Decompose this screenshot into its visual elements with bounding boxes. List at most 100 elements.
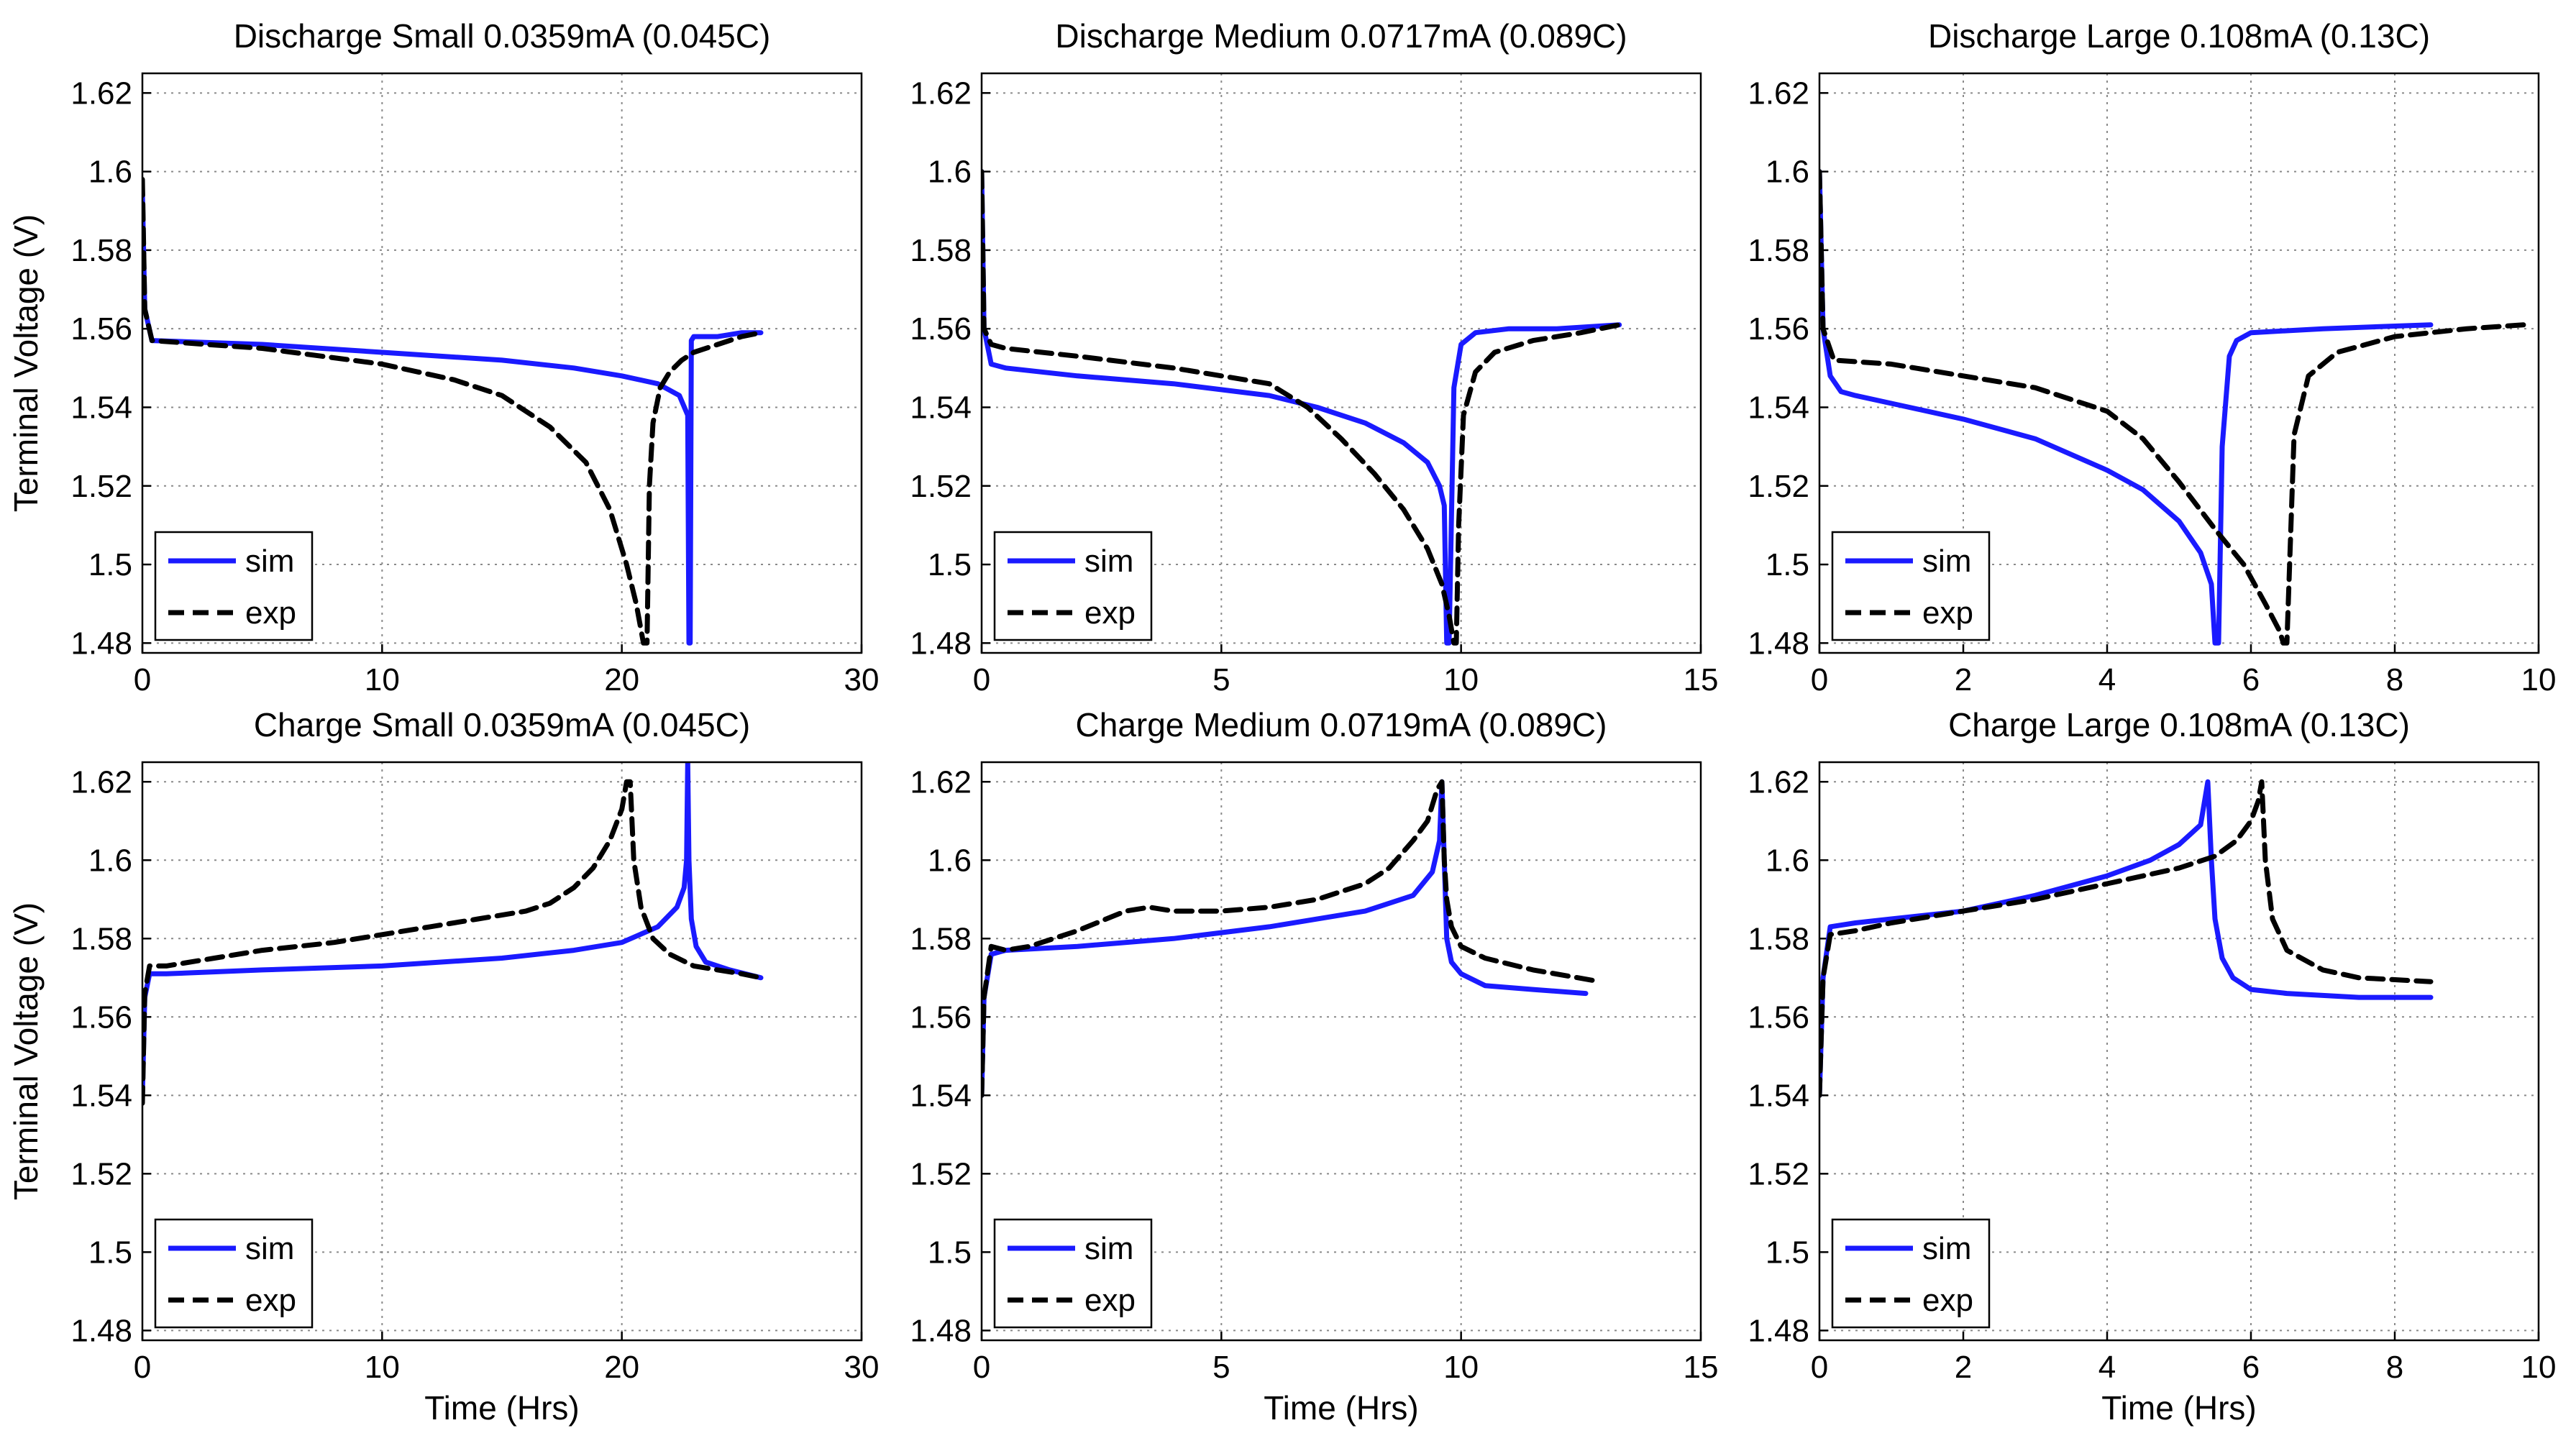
- y-tick-label: 1.62: [910, 764, 972, 800]
- legend-label-exp: exp: [1084, 1283, 1136, 1318]
- subplot-title: Charge Large 0.108mA (0.13C): [1948, 706, 2410, 743]
- axes-frame: [141, 761, 863, 1342]
- series-line-exp: [142, 177, 764, 646]
- y-tick-label: 1.56: [910, 999, 972, 1035]
- x-tick-label: 8: [2386, 1350, 2403, 1385]
- y-tick-label: 1.62: [910, 75, 972, 111]
- subplot-title: Discharge Small 0.0359mA (0.045C): [234, 17, 771, 55]
- y-tick-label: 1.54: [1748, 390, 1809, 425]
- legend: sim exp: [993, 531, 1153, 641]
- y-tick-label: 1.48: [910, 1313, 972, 1348]
- y-tick-label: 1.6: [928, 843, 972, 878]
- y-tick-label: 1.58: [910, 233, 972, 268]
- y-tick-label: 1.56: [910, 311, 972, 347]
- x-tick-label: 10: [365, 662, 400, 697]
- y-tick-label: 1.62: [1748, 75, 1809, 111]
- legend: sim exp: [154, 531, 314, 641]
- subplot-6: 0 2 4 6 8 10 1.48 1.5 1.52 1.54 1.56 1.58 1.6 1.62 Cha…: [1748, 706, 2556, 1427]
- legend-box: [1831, 1218, 1991, 1329]
- x-tick-label: 15: [1684, 662, 1719, 697]
- y-tick-label: 1.5: [928, 547, 972, 582]
- series-line-exp: [982, 169, 1622, 646]
- y-tick-label: 1.54: [70, 1078, 132, 1113]
- legend-label-exp: exp: [1922, 1283, 1973, 1318]
- legend-box: [1831, 531, 1991, 641]
- legend-label-exp: exp: [245, 595, 296, 631]
- x-tick-label: 4: [2098, 1350, 2116, 1385]
- y-tick-label: 1.58: [1748, 921, 1809, 956]
- axes-frame: [141, 72, 863, 654]
- series-line-exp: [1819, 169, 2527, 646]
- y-tick-label: 1.5: [1766, 547, 1809, 582]
- x-tick-label: 30: [844, 662, 880, 697]
- y-tick-label: 1.5: [88, 547, 132, 582]
- series-line-sim: [982, 169, 1622, 646]
- series-line-sim: [142, 762, 764, 1098]
- x-tick-label: 5: [1212, 662, 1230, 697]
- subplot-1: 0 10 20 30 1.48 1.5 1.52 1.54 1.56 1.58 1.6 1.62 Dis…: [7, 17, 879, 697]
- legend-label-exp: exp: [1084, 595, 1136, 631]
- y-tick-label: 1.52: [910, 469, 972, 504]
- x-axis-label: Time (Hrs): [2101, 1389, 2256, 1427]
- x-tick-label: 10: [1443, 1350, 1479, 1385]
- legend: sim exp: [1831, 531, 1991, 641]
- subplot-title: Charge Small 0.0359mA (0.045C): [254, 706, 750, 743]
- subplot-5: 0 5 10 15 1.48 1.5 1.52 1.54 1.56 1.58 1.6 1.62 Char…: [910, 706, 1718, 1427]
- y-tick-label: 1.52: [1748, 469, 1809, 504]
- y-tick-label: 1.6: [88, 843, 132, 878]
- legend: sim exp: [154, 1218, 314, 1329]
- y-tick-label: 1.6: [1766, 155, 1809, 190]
- y-tick-label: 1.62: [1748, 764, 1809, 800]
- y-tick-label: 1.58: [1748, 233, 1809, 268]
- y-tick-label: 1.58: [70, 921, 132, 956]
- legend: sim exp: [1831, 1218, 1991, 1329]
- x-tick-label: 15: [1684, 1350, 1719, 1385]
- series-line-sim: [142, 188, 764, 646]
- y-tick-label: 1.5: [928, 1235, 972, 1270]
- legend-label-exp: exp: [1922, 595, 1973, 631]
- subplot-4: 0 10 20 30 1.48 1.5 1.52 1.54 1.56 1.58 1.6 1.62 Cha…: [7, 706, 879, 1427]
- legend-label-sim: sim: [245, 1231, 294, 1266]
- legend-label-sim: sim: [1922, 544, 1971, 579]
- x-tick-label: 10: [2521, 1350, 2557, 1385]
- y-tick-label: 1.58: [910, 921, 972, 956]
- legend-label-sim: sim: [245, 544, 294, 579]
- y-tick-label: 1.62: [70, 75, 132, 111]
- x-tick-label: 0: [134, 662, 151, 697]
- legend: sim exp: [993, 1218, 1153, 1329]
- x-tick-label: 0: [1811, 1350, 1828, 1385]
- x-tick-label: 4: [2098, 662, 2116, 697]
- y-tick-label: 1.52: [70, 1156, 132, 1191]
- x-tick-label: 10: [1443, 662, 1479, 697]
- y-tick-label: 1.52: [1748, 1156, 1809, 1191]
- legend-label-sim: sim: [1922, 1231, 1971, 1266]
- y-tick-label: 1.6: [88, 155, 132, 190]
- y-tick-label: 1.58: [70, 233, 132, 268]
- y-tick-label: 1.48: [70, 626, 132, 661]
- legend-box: [154, 1218, 314, 1329]
- x-axis-label: Time (Hrs): [424, 1389, 579, 1427]
- y-tick-label: 1.5: [1766, 1235, 1809, 1270]
- x-tick-label: 10: [365, 1350, 400, 1385]
- x-tick-label: 10: [2521, 662, 2557, 697]
- x-tick-label: 8: [2386, 662, 2403, 697]
- x-tick-label: 0: [1811, 662, 1828, 697]
- x-tick-label: 30: [844, 1350, 880, 1385]
- x-tick-label: 2: [1955, 662, 1972, 697]
- y-tick-label: 1.56: [70, 999, 132, 1035]
- y-tick-label: 1.6: [928, 155, 972, 190]
- y-tick-label: 1.48: [70, 1313, 132, 1348]
- subplot-title: Discharge Large 0.108mA (0.13C): [1928, 17, 2430, 55]
- legend-label-exp: exp: [245, 1283, 296, 1318]
- y-tick-label: 1.52: [910, 1156, 972, 1191]
- axes-frame: [980, 72, 1702, 654]
- y-tick-label: 1.56: [1748, 999, 1809, 1035]
- legend-box: [993, 1218, 1153, 1329]
- axes-frame: [1818, 761, 2540, 1342]
- y-tick-label: 1.54: [910, 390, 972, 425]
- series-line-sim: [1819, 779, 2434, 1098]
- x-tick-label: 20: [604, 1350, 639, 1385]
- y-tick-label: 1.54: [70, 390, 132, 425]
- subplot-2: 0 5 10 15 1.48 1.5 1.52 1.54 1.56 1.58 1.6 1.62 Disc…: [910, 17, 1718, 697]
